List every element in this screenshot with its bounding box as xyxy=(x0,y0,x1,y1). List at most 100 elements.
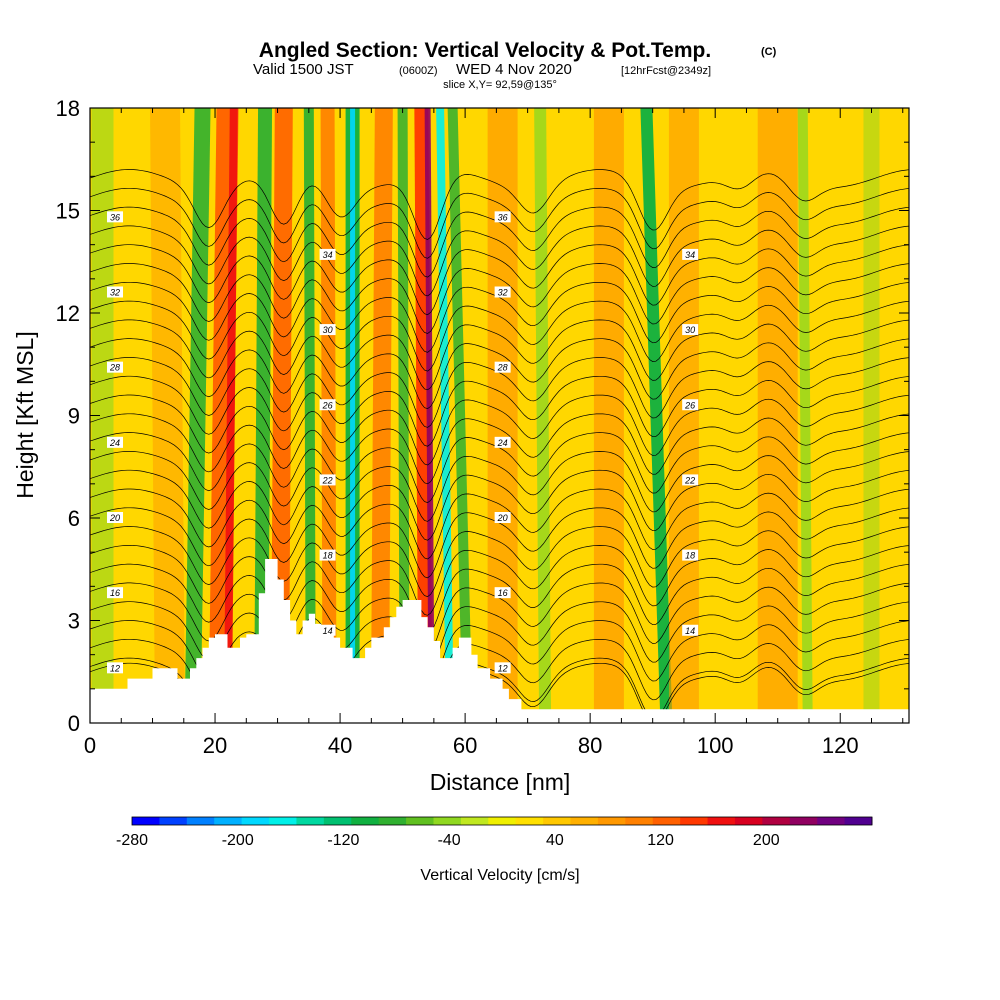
contour-label: 16 xyxy=(494,587,511,599)
theta-contour xyxy=(90,357,909,428)
colorbar-swatch xyxy=(378,817,407,825)
velocity-band xyxy=(424,108,435,723)
velocity-band xyxy=(320,108,337,723)
theta-contour xyxy=(90,244,909,316)
colorbar-swatch xyxy=(707,817,736,825)
contour-label-bg xyxy=(494,662,511,674)
velocity-band xyxy=(797,108,813,723)
colorbar-swatch xyxy=(680,817,709,825)
contour-label-bg xyxy=(107,361,124,373)
contour-label-bg xyxy=(319,474,336,486)
contour-label-text: 14 xyxy=(685,626,695,636)
theta-contour xyxy=(90,225,909,297)
velocity-band xyxy=(863,108,880,723)
contour-label-text: 18 xyxy=(685,551,695,561)
x-tick-label: 80 xyxy=(578,733,602,758)
velocity-band xyxy=(370,108,393,723)
contour-label: 36 xyxy=(107,211,124,223)
contour-label: 36 xyxy=(494,211,511,223)
colorbar-swatch xyxy=(625,817,654,825)
contour-label-text: 28 xyxy=(497,363,508,373)
contour-label-text: 20 xyxy=(109,513,120,523)
subtitle-date: WED 4 Nov 2020 xyxy=(456,61,572,78)
contour-label: 26 xyxy=(682,399,699,411)
contour-label-text: 24 xyxy=(497,438,508,448)
contour-label-bg xyxy=(107,211,124,223)
contour-label-bg xyxy=(494,286,511,298)
theta-contour xyxy=(90,394,909,466)
contour-label: 30 xyxy=(682,324,699,336)
contour-label-text: 36 xyxy=(110,212,120,222)
contour-label-text: 30 xyxy=(685,325,695,335)
colorbar-swatch xyxy=(241,817,270,825)
contour-label: 16 xyxy=(107,587,124,599)
contour-label-bg xyxy=(107,662,124,674)
colorbar-swatch xyxy=(515,817,544,825)
colorbar-tick-label: 120 xyxy=(647,832,674,849)
contour-label-bg xyxy=(107,587,124,599)
contour-label-text: 36 xyxy=(498,212,508,222)
contour-label-text: 14 xyxy=(323,626,333,636)
contour-label-bg xyxy=(494,587,511,599)
contour-label: 24 xyxy=(107,436,124,448)
contour-label: 14 xyxy=(682,624,699,636)
contour-label-bg xyxy=(682,399,699,411)
y-tick-label: 6 xyxy=(68,506,80,531)
velocity-band xyxy=(397,108,410,723)
subtitle-forecast: [12hrFcst@2349z] xyxy=(621,65,711,77)
velocity-band xyxy=(593,108,624,723)
x-tick-label: 100 xyxy=(697,733,734,758)
colorbar-swatch xyxy=(296,817,325,825)
velocity-band xyxy=(91,108,114,723)
y-tick-label: 9 xyxy=(68,404,80,429)
contour-label-bg xyxy=(319,248,336,260)
y-axis-label: Height [Kft MSL] xyxy=(12,331,38,498)
colorbar-swatch xyxy=(543,817,572,825)
contour-label: 24 xyxy=(494,436,511,448)
colorbar-tick-label: 40 xyxy=(546,832,564,849)
contour-label: 18 xyxy=(319,549,336,561)
y-tick-label: 0 xyxy=(68,711,80,736)
contour-label-text: 22 xyxy=(322,475,333,485)
x-tick-label: 0 xyxy=(84,733,96,758)
contour-label-text: 28 xyxy=(109,363,120,373)
x-tick-label: 60 xyxy=(453,733,477,758)
contour-label-bg xyxy=(682,549,699,561)
colorbar-swatch xyxy=(597,817,626,825)
contour-label-text: 18 xyxy=(323,551,333,561)
contour-label: 18 xyxy=(682,549,699,561)
colorbar-swatch xyxy=(132,817,160,825)
contour-label: 32 xyxy=(107,286,124,298)
chart-title: Angled Section: Vertical Velocity & Pot.… xyxy=(259,39,711,62)
theta-contour xyxy=(90,187,909,259)
contour-label-text: 20 xyxy=(497,513,508,523)
y-tick-label: 18 xyxy=(56,96,80,121)
contour-label-text: 32 xyxy=(498,288,508,298)
contour-label-bg xyxy=(682,474,699,486)
colorbar-tick-label: -120 xyxy=(327,832,359,849)
contour-label-text: 16 xyxy=(110,588,120,598)
theta-contour xyxy=(90,413,909,485)
colorbar-swatch xyxy=(323,817,352,825)
colorbar-swatch xyxy=(762,817,791,825)
y-tick-label: 12 xyxy=(56,301,80,326)
colorbar-tick-label: 200 xyxy=(753,832,780,849)
x-tick-label: 40 xyxy=(328,733,352,758)
contour-label-bg xyxy=(319,324,336,336)
contour-label-bg xyxy=(107,436,124,448)
contour-label: 26 xyxy=(319,399,336,411)
colorbar-swatch xyxy=(159,817,188,825)
theta-contour xyxy=(90,169,909,240)
colorbar-swatch xyxy=(789,817,818,825)
terrain xyxy=(90,559,909,723)
contour-label-text: 26 xyxy=(684,400,695,410)
contour-label: 30 xyxy=(319,324,336,336)
colorbar-tick-label: -280 xyxy=(116,832,148,849)
colorbar-label: Vertical Velocity [cm/s] xyxy=(420,867,579,884)
contour-label-text: 12 xyxy=(110,663,120,673)
colorbar-swatch xyxy=(351,817,380,825)
theta-contour xyxy=(90,563,909,635)
colorbar-frame xyxy=(131,816,873,826)
